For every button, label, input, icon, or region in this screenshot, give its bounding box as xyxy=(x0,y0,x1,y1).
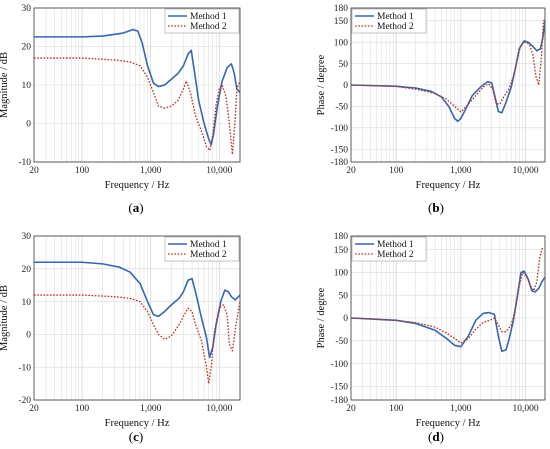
legend-box xyxy=(164,8,240,34)
legend-box xyxy=(351,236,427,262)
x-tick-label: 1,000 xyxy=(140,404,162,414)
method2-series-line xyxy=(34,57,240,155)
x-tick-label: 100 xyxy=(389,404,404,414)
legend-entry-label: Method 1 xyxy=(377,12,414,22)
method2-series-line xyxy=(34,294,240,385)
y-tick-label: -100 xyxy=(331,360,349,370)
y-tick-label: 150 xyxy=(334,17,349,27)
y-tick-label: -10 xyxy=(18,158,31,168)
panel-label-paren: ) xyxy=(139,429,143,444)
x-axis-label: Frequency / Hz xyxy=(105,180,170,191)
x-tick-label: 10,000 xyxy=(206,404,232,414)
method1-series-line xyxy=(351,270,545,353)
y-tick-label: 150 xyxy=(334,246,349,256)
x-tick-label: 1,000 xyxy=(450,166,472,176)
x-tick-label: 20 xyxy=(346,166,356,176)
legend-entry-label: Method 1 xyxy=(377,240,414,250)
panel-a-magnitude-chart: 20 100 1,000 10,000 -10 0 10 20 30 Frequency / Hz… xyxy=(0,4,241,215)
legend-entry-label: Method 2 xyxy=(377,22,414,32)
plot-frame xyxy=(33,235,241,401)
y-tick-label: 10 xyxy=(22,298,32,308)
panel-b-phase-chart: 20 100 1,000 10,000 -180 -150 -100 -50 0 50 100 150… xyxy=(316,4,546,215)
panel-label-letter: b xyxy=(432,200,439,215)
method2-series-line xyxy=(351,19,545,113)
method2-series-line xyxy=(351,248,545,344)
y-tick-label: -50 xyxy=(335,103,348,113)
y-tick-label: -20 xyxy=(18,396,31,406)
y-axis-label: Magnitude / dB xyxy=(0,285,10,351)
y-tick-label: -150 xyxy=(331,145,349,155)
y-tick-label: 0 xyxy=(343,314,348,324)
panel-label-paren: ) xyxy=(440,200,444,215)
y-tick-label: 20 xyxy=(22,43,32,53)
y-tick-label: 180 xyxy=(334,4,349,14)
x-tick-label: 20 xyxy=(346,404,356,414)
plot-frame xyxy=(33,7,241,163)
y-tick-label: -50 xyxy=(335,337,348,347)
y-tick-label: 30 xyxy=(22,4,32,14)
y-tick-label: -180 xyxy=(331,158,349,168)
panel-label-letter: d xyxy=(432,429,440,444)
panel-label: (b) xyxy=(428,200,444,215)
y-tick-label: -180 xyxy=(331,396,349,406)
y-tick-label: 180 xyxy=(334,232,349,242)
y-tick-label: 0 xyxy=(26,331,31,341)
y-tick-label: 100 xyxy=(334,269,349,279)
x-axis-label: Frequency / Hz xyxy=(416,180,481,191)
panel-label: (d) xyxy=(428,429,444,444)
y-tick-label: -150 xyxy=(331,383,349,393)
x-tick-label: 1,000 xyxy=(450,404,472,414)
x-tick-label: 10,000 xyxy=(512,166,538,176)
y-tick-label: 30 xyxy=(22,232,32,242)
y-tick-label: 20 xyxy=(22,265,32,275)
x-tick-label: 100 xyxy=(75,166,90,176)
y-tick-label: 0 xyxy=(26,120,31,130)
method1-series-line xyxy=(34,28,240,146)
legend-box xyxy=(164,236,240,262)
y-tick-label: 0 xyxy=(343,81,348,91)
panel-label-paren: ( xyxy=(128,200,132,215)
panel-label-letter: c xyxy=(133,429,139,444)
panel-label: (c) xyxy=(129,429,143,444)
y-axis-label: Phase / degree xyxy=(316,54,327,115)
y-tick-label: 10 xyxy=(22,81,32,91)
y-tick-label: 50 xyxy=(339,60,349,70)
x-axis-label: Frequency / Hz xyxy=(416,418,481,429)
panel-label: (a) xyxy=(128,200,143,215)
legend-entry-label: Method 1 xyxy=(190,12,227,22)
x-tick-label: 10,000 xyxy=(206,166,232,176)
panel-label-paren: ( xyxy=(129,429,133,444)
legend-entry-label: Method 2 xyxy=(377,250,414,260)
panel-label-paren: ( xyxy=(428,429,432,444)
panel-label-paren: ( xyxy=(428,200,432,215)
x-tick-label: 10,000 xyxy=(512,404,538,414)
method1-series-line xyxy=(34,261,240,359)
y-tick-label: -10 xyxy=(18,363,31,373)
x-tick-label: 1,000 xyxy=(140,166,162,176)
panel-label-paren: ) xyxy=(440,429,444,444)
x-tick-label: 100 xyxy=(389,166,404,176)
legend-entry-label: Method 2 xyxy=(190,250,227,260)
y-tick-label: 100 xyxy=(334,38,349,48)
panel-c-magnitude-chart: 20 100 1,000 10,000 -20 -10 0 10 20 30 Frequency /… xyxy=(0,232,241,444)
legend-entry-label: Method 1 xyxy=(190,240,227,250)
panel-label-letter: a xyxy=(133,200,140,215)
legend-entry-label: Method 2 xyxy=(190,22,227,32)
y-axis-label: Phase / degree xyxy=(316,287,327,348)
x-axis-label: Frequency / Hz xyxy=(105,418,170,429)
x-tick-label: 20 xyxy=(29,404,39,414)
legend-box xyxy=(351,8,427,34)
x-tick-label: 100 xyxy=(75,404,90,414)
y-tick-label: 50 xyxy=(339,291,349,301)
y-tick-label: -100 xyxy=(331,124,349,134)
y-axis-label: Magnitude / dB xyxy=(0,52,10,118)
panel-d-phase-chart: 20 100 1,000 10,000 -180 -150 -100 -50 0 50 100 150… xyxy=(316,232,546,444)
panel-label-paren: ) xyxy=(139,200,143,215)
x-tick-label: 20 xyxy=(29,166,39,176)
